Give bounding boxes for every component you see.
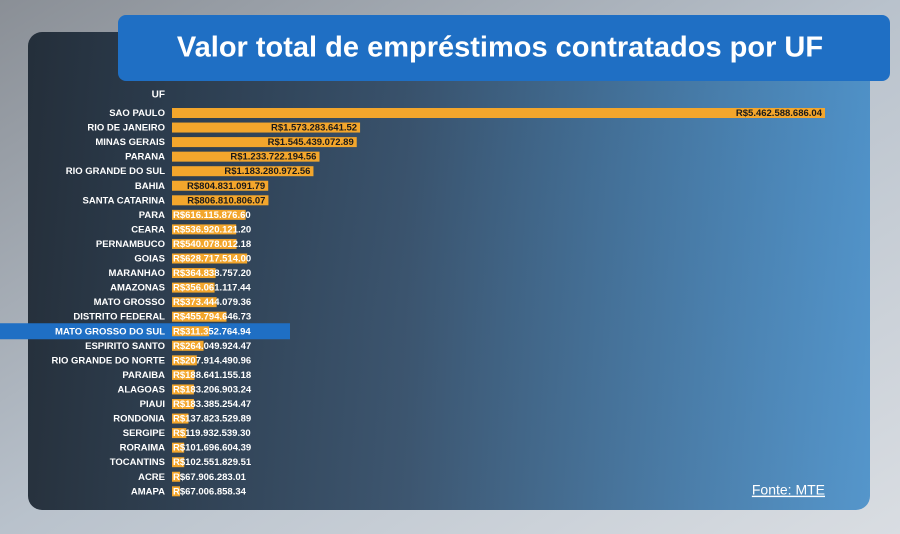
value-label: R$67.006.858.34 — [173, 486, 247, 497]
category-label: PARANA — [125, 152, 165, 163]
bar — [172, 442, 185, 453]
value-label: R$207.914.490.96 — [173, 355, 251, 366]
category-label: RONDONIA — [113, 414, 165, 425]
bar — [172, 471, 181, 482]
value-label: R$536.920.121.20 — [173, 224, 251, 235]
bar — [172, 195, 269, 206]
category-label: MARANHAO — [109, 268, 165, 279]
category-label: SAO PAULO — [109, 108, 165, 119]
category-label: ACRE — [138, 472, 165, 483]
bar — [172, 166, 314, 177]
panel — [28, 32, 870, 510]
bar — [172, 151, 320, 162]
value-label: R$137.823.529.89 — [173, 414, 251, 425]
category-label: PARAIBA — [122, 370, 165, 381]
bar — [172, 340, 204, 351]
value-label: R$616.115.876.60 — [173, 210, 251, 221]
bar — [172, 399, 194, 409]
value-label: R$804.831.091.79 — [187, 181, 265, 192]
category-label: ALAGOAS — [118, 384, 166, 395]
value-label: R$102.551.829.51 — [173, 457, 252, 468]
value-label: R$67.906.283.01 — [173, 472, 247, 483]
value-label: R$101.696.604.39 — [173, 443, 251, 454]
bar — [172, 428, 187, 439]
value-label: R$628.717.514.00 — [173, 254, 251, 265]
category-label: PERNAMBUCO — [96, 239, 165, 250]
value-label: R$540.078.012.18 — [173, 239, 251, 250]
bar — [172, 457, 185, 468]
category-label: SERGIPE — [123, 428, 165, 439]
value-label: R$183.385.254.47 — [173, 399, 251, 410]
bar — [172, 108, 825, 118]
category-label: BAHIA — [135, 181, 165, 192]
highlight-band — [0, 323, 290, 340]
value-label: R$1.233.722.194.56 — [230, 152, 316, 163]
value-label: R$311.352.764.94 — [173, 326, 251, 337]
bar — [172, 326, 210, 337]
bar — [172, 209, 246, 220]
bar — [172, 224, 237, 235]
bar — [172, 369, 195, 380]
value-label: R$1.183.280.972.56 — [224, 166, 310, 177]
bar — [172, 122, 361, 133]
category-label: RORAIMA — [120, 443, 166, 454]
bar — [172, 180, 269, 191]
bar — [172, 297, 217, 308]
category-header: UF — [152, 90, 165, 101]
value-label: R$373.444.079.36 — [173, 297, 251, 308]
category-label: AMAZONAS — [110, 283, 165, 294]
title-bar — [118, 15, 890, 81]
value-label: R$1.545.439.072.89 — [268, 137, 354, 148]
source: Fonte: MTE — [752, 482, 825, 498]
bar — [172, 311, 227, 322]
value-label: R$1.573.283.641.52 — [271, 123, 357, 134]
category-label: MINAS GERAIS — [95, 137, 165, 148]
category-label: PARA — [139, 210, 165, 221]
bar — [172, 238, 237, 249]
value-label: R$364.838.757.20 — [173, 268, 251, 279]
value-label: R$455.794.646.73 — [173, 312, 251, 323]
category-label: MATO GROSSO DO SUL — [55, 326, 165, 337]
value-label: R$119.932.539.30 — [173, 428, 251, 439]
bar — [172, 486, 181, 497]
bar — [172, 137, 357, 148]
bar — [172, 282, 215, 293]
category-label: ESPIRITO SANTO — [85, 341, 165, 352]
category-label: GOIAS — [134, 254, 165, 265]
bar — [172, 253, 248, 264]
bar — [172, 384, 194, 395]
category-label: AMAPA — [131, 486, 165, 497]
value-label: R$806.810.806.07 — [187, 195, 265, 206]
bar — [172, 355, 197, 366]
bar — [172, 268, 216, 279]
bar — [172, 413, 189, 424]
category-label: RIO GRANDE DO NORTE — [52, 355, 165, 366]
value-label: R$188.641.155.18 — [173, 370, 251, 381]
category-label: CEARA — [131, 224, 165, 235]
value-label: R$264.049.924.47 — [173, 341, 251, 352]
category-label: RIO DE JANEIRO — [87, 123, 165, 134]
chart-title: Valor total de empréstimos contratados p… — [177, 32, 823, 64]
category-label: MATO GROSSO — [94, 297, 165, 308]
value-label: R$183.206.903.24 — [173, 384, 252, 395]
category-label: SANTA CATARINA — [83, 195, 166, 206]
category-label: DISTRITO FEDERAL — [73, 312, 165, 323]
value-label: R$356.061.117.44 — [173, 283, 251, 294]
category-label: RIO GRANDE DO SUL — [66, 166, 165, 177]
category-label: TOCANTINS — [110, 457, 165, 468]
value-label: R$5.462.588.686.04 — [736, 108, 823, 119]
category-label: PIAUI — [140, 399, 165, 410]
